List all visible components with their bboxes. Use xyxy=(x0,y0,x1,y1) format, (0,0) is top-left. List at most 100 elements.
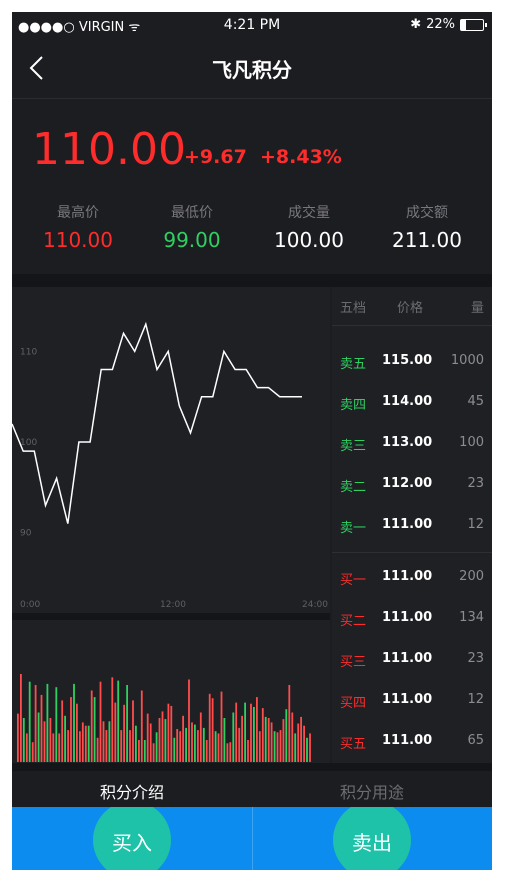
level-name: 卖四 xyxy=(340,398,367,413)
status-right: ✱ 22% xyxy=(410,17,487,32)
volume-bar xyxy=(214,731,217,762)
volume-bar xyxy=(309,733,311,762)
sell-row-2[interactable]: 卖二 112.00 23 xyxy=(332,466,492,502)
level-qty: 12 xyxy=(467,692,484,707)
volume-bar xyxy=(52,733,55,762)
volume-bar xyxy=(270,722,273,762)
volume-bar xyxy=(303,725,305,762)
stat-turnover: 成交额 211.00 xyxy=(367,202,487,252)
volume-bar xyxy=(188,679,190,762)
level-qty: 23 xyxy=(467,476,484,491)
stat-label: 最低价 xyxy=(171,205,213,221)
volume-bar xyxy=(87,725,90,762)
level-qty: 200 xyxy=(459,569,484,584)
section-divider xyxy=(12,763,492,771)
volume-bar xyxy=(117,680,120,762)
level-qty: 1000 xyxy=(450,353,484,368)
action-divider xyxy=(252,807,253,870)
sell-row-1[interactable]: 卖一 111.00 12 xyxy=(332,507,492,543)
stat-label: 成交量 xyxy=(288,205,330,221)
volume-bar xyxy=(25,733,28,762)
volume-bar xyxy=(37,712,40,762)
volume-bar xyxy=(28,681,31,762)
volume-bar xyxy=(179,731,182,762)
app-screen: ●●●●○ VIRGIN ᯤ 4:21 PM ✱ 22% 飞凡积分 110.00… xyxy=(12,12,492,870)
trade-action-bar: 买入 卖出 xyxy=(12,807,492,870)
volume-bar xyxy=(285,709,288,762)
volume-bar xyxy=(170,705,173,762)
level-price: 111.00 xyxy=(382,692,433,707)
volume-bar xyxy=(46,683,49,762)
current-price: 110.00 xyxy=(32,124,186,175)
volume-bar xyxy=(132,700,134,762)
volume-bar xyxy=(161,711,164,762)
y-tick-label: 90 xyxy=(20,529,32,539)
level-price: 111.00 xyxy=(382,569,433,584)
volume-bar xyxy=(96,737,99,762)
volume-bar xyxy=(235,702,238,762)
volume-bar xyxy=(253,707,255,762)
sell-row-4[interactable]: 卖四 114.00 45 xyxy=(332,384,492,420)
volume-bar xyxy=(70,697,72,762)
info-tabs: 积分介绍 积分用途 xyxy=(12,771,492,809)
volume-bar xyxy=(300,716,302,762)
volume-bar xyxy=(22,718,25,762)
order-book-mid-separator xyxy=(332,552,492,553)
order-book: 五档 价格 量 卖五 115.00 1000 卖四 114.00 45 卖三 1… xyxy=(332,287,492,763)
volume-bar-svg xyxy=(17,674,311,762)
volume-bar xyxy=(226,743,229,762)
level-price: 111.00 xyxy=(382,610,433,625)
volume-bar xyxy=(220,691,223,762)
level-qty: 23 xyxy=(467,651,484,666)
status-bar: ●●●●○ VIRGIN ᯤ 4:21 PM ✱ 22% xyxy=(12,12,492,38)
volume-bar xyxy=(267,718,270,762)
volume-bar xyxy=(81,722,84,762)
buy-row-4[interactable]: 买四 111.00 12 xyxy=(332,682,492,718)
back-button[interactable] xyxy=(26,52,54,84)
stat-value: 100.00 xyxy=(274,228,344,252)
sell-row-5[interactable]: 卖五 115.00 1000 xyxy=(332,343,492,379)
level-price: 112.00 xyxy=(382,476,433,491)
volume-bar xyxy=(129,730,131,762)
volume-bar xyxy=(288,685,291,762)
level-name: 买五 xyxy=(340,737,367,752)
tab-points-usage[interactable]: 积分用途 xyxy=(339,783,404,802)
price-change-percent: +8.43% xyxy=(260,146,342,168)
level-qty: 45 xyxy=(467,394,484,409)
level-price: 111.00 xyxy=(382,517,433,532)
price-line-svg: 110 100 90 0:00 12:00 24:00 xyxy=(12,321,328,610)
volume-bar xyxy=(67,730,69,762)
level-price: 111.00 xyxy=(382,733,433,748)
volume-bar xyxy=(140,690,143,762)
stat-volume: 成交量 100.00 xyxy=(249,202,369,252)
volume-bar xyxy=(256,697,258,762)
sell-button[interactable]: 卖出 xyxy=(352,831,392,855)
volume-bar xyxy=(43,721,46,762)
volume-bar xyxy=(120,730,123,762)
buy-row-1[interactable]: 买一 111.00 200 xyxy=(332,559,492,595)
x-tick-label: 24:00 xyxy=(302,600,328,610)
price-series-line xyxy=(12,321,302,524)
buy-button[interactable]: 买入 xyxy=(112,831,152,855)
stat-value: 211.00 xyxy=(392,228,462,252)
buy-row-2[interactable]: 买二 111.00 134 xyxy=(332,600,492,636)
volume-bar xyxy=(61,700,64,762)
buy-button-highlight xyxy=(93,807,171,870)
volume-bar xyxy=(93,697,96,762)
sell-row-3[interactable]: 卖三 113.00 100 xyxy=(332,425,492,461)
volume-bar xyxy=(241,715,243,762)
volume-bar xyxy=(194,724,196,762)
buy-row-5[interactable]: 买五 111.00 65 xyxy=(332,723,492,759)
buy-row-3[interactable]: 买三 111.00 23 xyxy=(332,641,492,677)
volume-bar xyxy=(155,732,158,762)
volume-bar xyxy=(173,737,176,762)
volume-bar xyxy=(55,687,58,762)
tab-points-intro[interactable]: 积分介绍 xyxy=(99,783,164,802)
chevron-left-icon xyxy=(29,56,43,80)
bluetooth-icon: ✱ xyxy=(410,17,422,32)
volume-bar xyxy=(306,737,308,762)
stat-high: 最高价 110.00 xyxy=(18,202,138,252)
volume-bar-chart xyxy=(12,620,330,763)
volume-bar xyxy=(34,685,37,762)
volume-bar xyxy=(202,727,205,762)
